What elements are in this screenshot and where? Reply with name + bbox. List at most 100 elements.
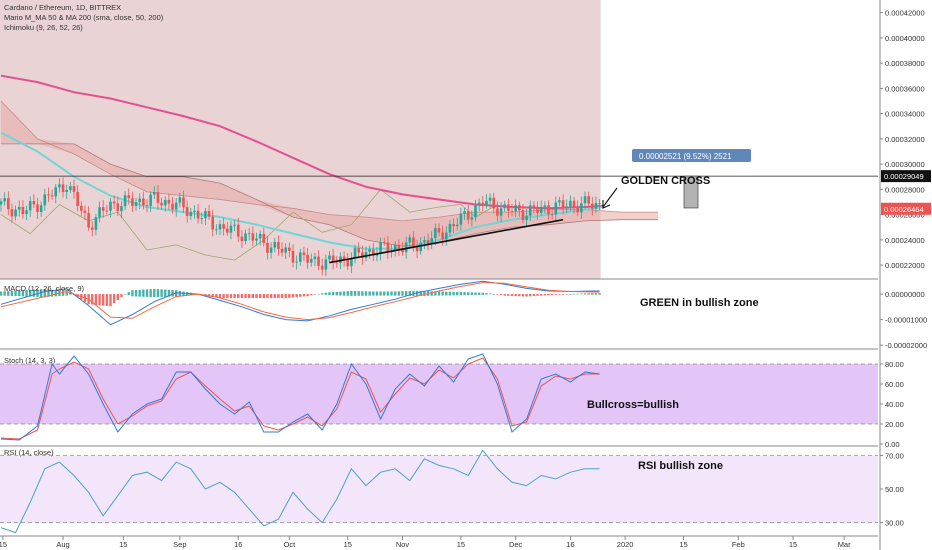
rsi-tick-label: 50.00 xyxy=(885,485,904,494)
candle-body xyxy=(131,198,134,206)
candle-body xyxy=(156,192,160,203)
candle-body xyxy=(7,198,10,210)
macd-histogram-bar xyxy=(160,289,163,297)
rsi-band-fill xyxy=(0,455,878,523)
x-tick-label: 15 xyxy=(344,540,352,549)
candle-body xyxy=(437,228,441,233)
macd-histogram-bar xyxy=(123,294,127,295)
candle-body xyxy=(207,211,211,217)
price-tick-label: 0.00034000 xyxy=(885,110,925,119)
candle-body xyxy=(324,259,328,270)
macd-histogram-bar xyxy=(120,294,123,298)
macd-histogram-bar xyxy=(112,294,116,304)
macd-histogram-bar xyxy=(302,294,306,297)
macd-histogram-bar xyxy=(18,290,21,297)
candle-body xyxy=(251,233,255,241)
candle-body xyxy=(558,200,561,203)
indicator-ma-label: Mario M_MA 50 & MA 200 (sma, close, 50, … xyxy=(4,13,164,22)
candle-body xyxy=(105,210,109,212)
macd-histogram-bar xyxy=(244,294,247,299)
macd-histogram-bar xyxy=(306,294,309,297)
macd-histogram-bar xyxy=(394,291,397,296)
macd-histogram-bar xyxy=(310,294,313,296)
macd-histogram-bar xyxy=(474,292,477,295)
candle-body xyxy=(295,261,298,263)
candle-body xyxy=(218,224,222,230)
macd-histogram-bar xyxy=(29,289,32,297)
golden-cross-arrow-shaft xyxy=(602,187,618,208)
macd-histogram-bar xyxy=(328,292,331,296)
candle-body xyxy=(496,208,499,216)
macd-histogram-bar xyxy=(321,293,324,295)
candle-body xyxy=(163,199,167,206)
macd-histogram-bar xyxy=(536,294,539,296)
macd-histogram-bar xyxy=(580,293,583,295)
stoch-tick-label: 40.00 xyxy=(885,400,904,409)
macd-histogram-bar xyxy=(255,294,258,299)
candle-body xyxy=(346,259,350,267)
macd-histogram-bar xyxy=(127,292,130,296)
chart-background xyxy=(0,0,601,279)
macd-histogram-bar xyxy=(496,294,499,295)
macd-histogram-bar xyxy=(91,294,94,305)
candle-body xyxy=(313,256,317,260)
candle-body xyxy=(127,195,131,199)
candle-body xyxy=(536,208,539,213)
candle-body xyxy=(240,236,244,242)
candle-body xyxy=(25,210,28,215)
candle-body xyxy=(539,207,543,213)
macd-histogram-bar xyxy=(543,294,547,296)
macd-histogram-bar xyxy=(598,293,601,295)
candle-body xyxy=(193,210,196,212)
macd-histogram-bar xyxy=(156,289,160,297)
macd-histogram-bar xyxy=(594,293,598,295)
candle-body xyxy=(477,202,481,206)
candle-body xyxy=(317,256,320,266)
macd-histogram-bar xyxy=(591,293,594,295)
ichimoku-cloud xyxy=(1,101,658,247)
x-tick-label: 15 xyxy=(119,540,127,549)
candle-body xyxy=(386,242,390,253)
golden-cross-annotation: GOLDEN CROSS xyxy=(621,175,710,187)
candle-body xyxy=(499,208,503,216)
price-tick-label: 0.00022000 xyxy=(885,261,925,270)
candle-body xyxy=(554,202,558,215)
price-tick-label: 0.00026000 xyxy=(885,211,925,220)
candle-body xyxy=(415,246,419,252)
stoch-d-line xyxy=(0,357,600,440)
x-tick-label: Sep xyxy=(173,540,186,549)
candle-body xyxy=(109,201,112,211)
chart-title: Cardano / Ethereum, 1D, BITTREX xyxy=(4,3,121,12)
candle-body xyxy=(233,224,236,226)
candle-body xyxy=(452,223,455,227)
macd-signal-line xyxy=(0,282,600,321)
candle-body xyxy=(561,200,565,208)
target-price-label: 0.00029049 xyxy=(884,172,924,181)
candle-body xyxy=(357,248,360,253)
macd-histogram-bar xyxy=(288,294,291,298)
x-tick-label: Feb xyxy=(732,540,745,549)
macd-histogram-bar xyxy=(572,293,576,295)
candle-body xyxy=(434,228,437,239)
macd-histogram-bar xyxy=(434,291,437,296)
current-price-badge xyxy=(881,202,931,215)
measure-tooltip-text: 0.00002521 (9.52%) 2521 xyxy=(639,152,732,161)
candle-body xyxy=(470,217,474,220)
price-tick-label: 0.00024000 xyxy=(885,236,925,245)
candle-body xyxy=(532,205,536,209)
macd-histogram-bar xyxy=(14,290,17,297)
macd-histogram-bar xyxy=(397,291,401,296)
macd-histogram-bar xyxy=(415,290,419,297)
candle-body xyxy=(185,207,189,217)
x-tick-label: Mar xyxy=(838,540,851,549)
candle-body xyxy=(291,250,295,263)
macd-histogram-bar xyxy=(518,294,521,297)
macd-histogram-bar xyxy=(233,294,236,299)
macd-histogram-bar xyxy=(116,294,119,301)
ma50-line xyxy=(0,131,604,250)
candle-body xyxy=(587,196,590,204)
macd-histogram-bar xyxy=(295,294,298,298)
macd-histogram-bar xyxy=(550,294,554,296)
macd-histogram-bar xyxy=(102,294,105,306)
rsi-tick-label: 70.00 xyxy=(885,451,904,460)
